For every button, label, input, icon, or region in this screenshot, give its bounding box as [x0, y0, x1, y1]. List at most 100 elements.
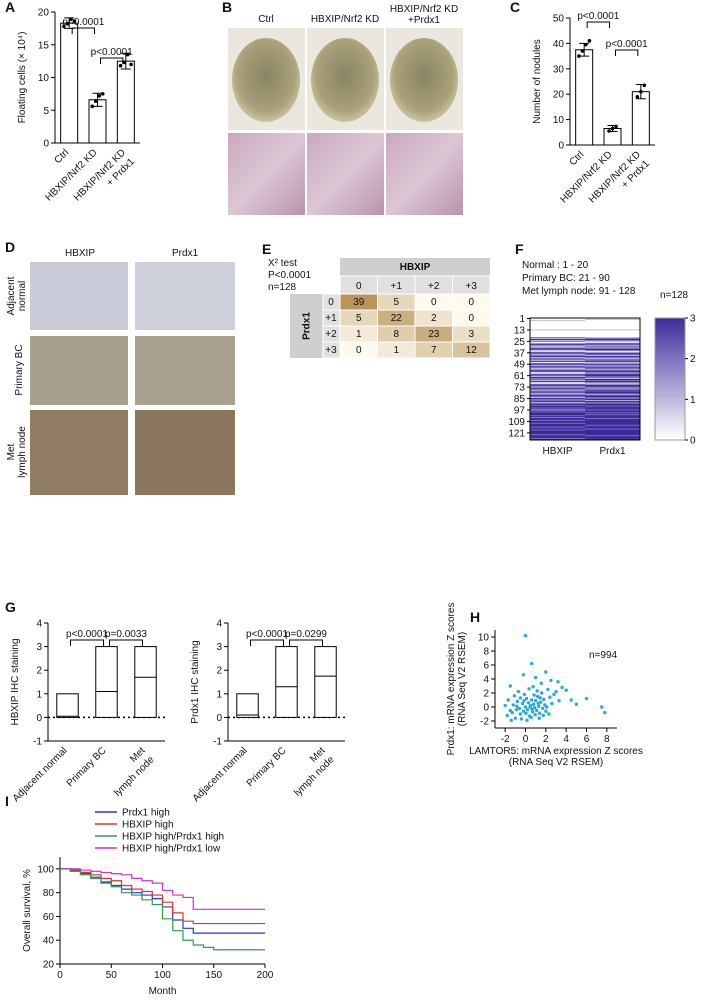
table-note: X² test	[268, 258, 297, 269]
colorbar-step	[655, 342, 685, 345]
heatmap-cell	[530, 351, 586, 353]
data-point	[635, 94, 640, 99]
heatmap-cell	[530, 393, 586, 395]
colorbar-step	[655, 397, 685, 400]
data-point	[529, 715, 533, 720]
y-tick-label: 2	[36, 666, 42, 677]
y-tick-label: 15	[38, 40, 50, 51]
heatmap-cell	[530, 427, 586, 429]
data-point	[514, 708, 519, 712]
data-point	[520, 701, 525, 706]
y-tick-label: 1	[216, 689, 222, 700]
heatmap-cell	[585, 358, 641, 361]
colorbar-step	[655, 324, 685, 327]
heatmap-cell	[585, 326, 641, 328]
heatmap-cell	[530, 370, 586, 372]
panel-letter: G	[5, 599, 16, 615]
data-point	[550, 701, 554, 706]
data-point	[527, 687, 531, 691]
x-tick-label: Ctrl	[53, 147, 72, 166]
data-point	[614, 124, 618, 129]
cell-value: 39	[353, 297, 365, 308]
panel-letter: A	[5, 0, 15, 15]
cell-value: 5	[356, 313, 362, 324]
panel-letter: F	[515, 241, 524, 257]
header-cell	[290, 294, 323, 358]
significance-bracket	[289, 639, 323, 646]
colorbar-step	[655, 413, 685, 416]
heatmap-cell	[530, 338, 586, 341]
error-bar	[120, 52, 131, 70]
heatmap-cell	[585, 425, 641, 427]
sample-count: n=128	[660, 290, 689, 301]
heatmap-cell	[530, 401, 586, 404]
colorbar-step	[655, 364, 685, 368]
y-axis-label: (RNA Seq V2 RSEM)	[457, 632, 468, 726]
heatmap-cell	[585, 384, 641, 386]
y-tick-label: 121	[508, 428, 525, 439]
heatmap-cell	[530, 332, 586, 334]
heatmap-cell	[530, 384, 586, 386]
heatmap-cell	[530, 432, 586, 434]
data-point	[545, 705, 549, 709]
data-point	[532, 693, 536, 697]
y-tick-label: 6	[483, 661, 489, 672]
y-tick-label: 0	[216, 713, 222, 724]
heatmap-cell	[530, 425, 586, 427]
data-point	[534, 708, 539, 713]
colorbar-step	[655, 407, 685, 410]
y-tick-label: 1	[36, 689, 42, 700]
data-point	[584, 696, 589, 701]
heatmap-cell	[585, 334, 641, 336]
heatmap-cell	[530, 415, 586, 417]
heatmap-cell	[585, 350, 641, 352]
y-tick-label: 100	[37, 864, 54, 875]
panel-letter: I	[5, 793, 9, 809]
heatmap-cell	[585, 365, 641, 367]
colorbar-step	[655, 403, 685, 406]
colorbar-step	[655, 320, 685, 323]
colorbar-step	[655, 387, 685, 390]
cell-value: 0	[356, 345, 362, 356]
heatmap-cell	[530, 411, 586, 413]
colorbar-step	[655, 348, 685, 351]
data-point	[610, 126, 615, 131]
heatmap-cell	[530, 350, 586, 352]
heatmap-cell	[585, 419, 641, 421]
y-tick-label: -1	[33, 737, 42, 748]
heatmap-cell	[530, 329, 586, 331]
data-point	[513, 716, 518, 720]
cell-value: 0	[468, 313, 474, 324]
heatmap-cell	[530, 397, 586, 399]
cell-value: 3	[468, 329, 474, 340]
heatmap-cell	[585, 438, 641, 440]
heatmap-cell	[585, 327, 641, 329]
heatmap-cell	[530, 419, 586, 421]
heatmap-cell	[585, 422, 641, 425]
heatmap-cell	[585, 371, 641, 373]
heatmap-cell	[585, 357, 641, 359]
data-point	[517, 706, 522, 711]
heatmap-cell	[585, 380, 641, 383]
data-point	[69, 17, 73, 22]
heatmap-cell	[585, 408, 641, 410]
data-point	[521, 709, 526, 713]
heatmap-cell	[530, 318, 586, 321]
heatmap-cell	[585, 339, 641, 342]
heatmap-cell	[585, 432, 641, 434]
heatmap-note: Primary BC: 21 - 90	[522, 273, 610, 284]
heatmap-cell	[585, 431, 641, 433]
heatmap-cell	[530, 407, 586, 409]
row-header: +2	[325, 329, 337, 340]
significance-bracket	[109, 639, 143, 646]
lung	[390, 38, 458, 122]
data-point	[536, 701, 540, 706]
p-value: p=0.0299	[285, 629, 327, 640]
significance-bracket	[615, 49, 639, 56]
heatmap-cell	[530, 345, 586, 347]
heatmap-cell	[530, 438, 586, 440]
heatmap-cell	[585, 434, 641, 436]
data-point	[539, 700, 543, 704]
heatmap-cell	[585, 399, 641, 402]
